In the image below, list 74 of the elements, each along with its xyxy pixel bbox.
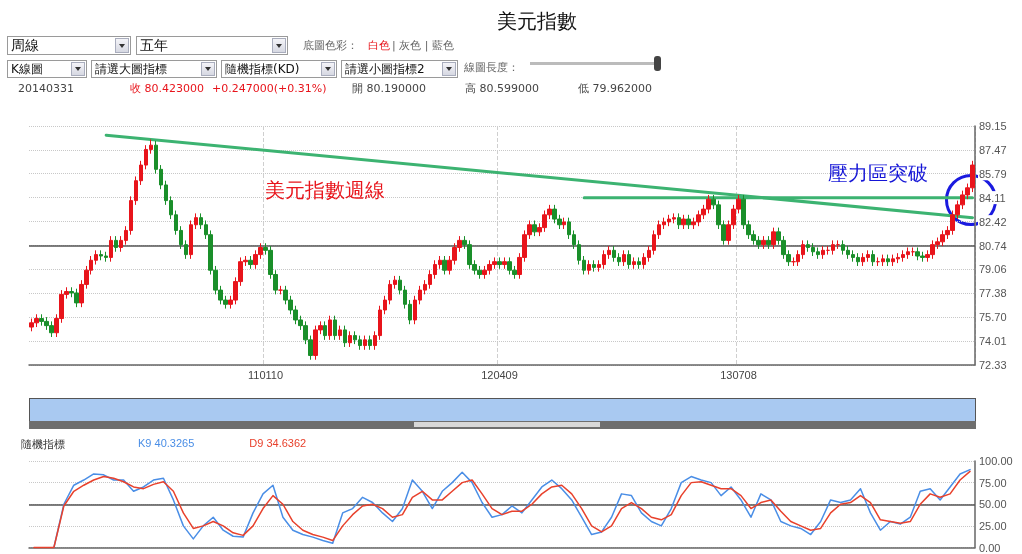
text: K9 40.3265 [138,436,195,449]
candlestick [632,256,636,270]
chart-title: 美元指數 [497,9,577,33]
candlestick [871,249,875,267]
text: 線圖長度： [464,61,519,74]
dropdown: 請選大圖指標 [91,60,217,78]
candlestick [622,249,626,267]
y-tick-label: 85.79 [979,167,1007,180]
y-tick-label: 75.70 [979,311,1007,324]
x-tick-label: 120409 [481,368,518,381]
candlestick [328,315,332,341]
candlestick [831,239,835,256]
y-tick-label: 84.11 [979,191,1006,204]
chart-title: 隨機指標 [21,438,65,451]
candlestick [363,335,367,351]
dropdown: 周線 [7,36,131,55]
candlestick [323,320,327,341]
candlestick [627,249,631,270]
candlestick [587,259,591,275]
candlestick [532,219,537,237]
candlestick [761,235,766,250]
candlestick [821,245,825,260]
candlestick [109,235,113,263]
x-tick-label: 110110 [247,368,284,381]
y-tick-label: 100.00 [979,455,1013,467]
candlestick [502,256,507,270]
y-tick-label: 75.00 [979,476,1007,489]
text: 開 80.190000 [352,82,426,95]
candlestick [886,254,890,267]
annotation: 壓力區突破 [828,161,928,185]
candlestick [114,235,118,253]
y-tick-label: 80.74 [979,239,1007,252]
y-tick-label: 74.01 [979,335,1007,348]
candlestick [681,214,686,230]
text: D9 34.6362 [249,436,307,449]
candlestick [637,256,641,270]
y-tick-label: 25.00 [979,519,1007,532]
x-tick-label: 130708 [720,368,757,381]
annotation: 美元指數週線 [265,178,385,202]
candlestick [442,255,447,275]
y-tick-label: 89.15 [979,120,1007,132]
candlestick [771,227,776,250]
y-tick-label: 72.33 [979,359,1007,371]
candlestick [881,254,885,267]
candlestick [248,255,253,270]
text: 白色 [368,39,390,52]
dropdown: 請選小圖指標2 [341,60,458,78]
candlestick [338,325,342,341]
text: 低 79.962000 [578,82,652,95]
candlestick [368,335,372,351]
candlestick [592,259,596,273]
text: +0.247000(+0.31%) [212,82,327,95]
y-tick-label: 77.38 [979,287,1007,300]
candlestick [766,235,771,250]
candlestick [686,214,691,230]
text: 高 80.599000 [465,82,539,95]
y-tick-label: 82.42 [979,215,1007,228]
candlestick [333,315,337,341]
candlestick [343,325,347,348]
candlestick [348,330,352,348]
y-tick-label: 50.00 [979,498,1007,511]
y-tick-label: 79.06 [979,263,1007,276]
y-tick-label: 87.47 [979,143,1007,156]
text: 收 80.423000 [130,82,204,95]
candlestick [562,217,566,230]
text: | 灰色 | 藍色 [392,39,454,52]
candlestick [677,212,681,230]
candlestick [497,256,502,270]
dropdown: K線圖 [7,60,87,78]
text: 20140331 [18,82,74,95]
text: 底圖色彩： [303,39,358,52]
dropdown: 五年 [136,36,288,55]
dropdown: 隨機指標(KD) [221,60,337,78]
y-tick-label: 0.00 [979,541,1001,554]
